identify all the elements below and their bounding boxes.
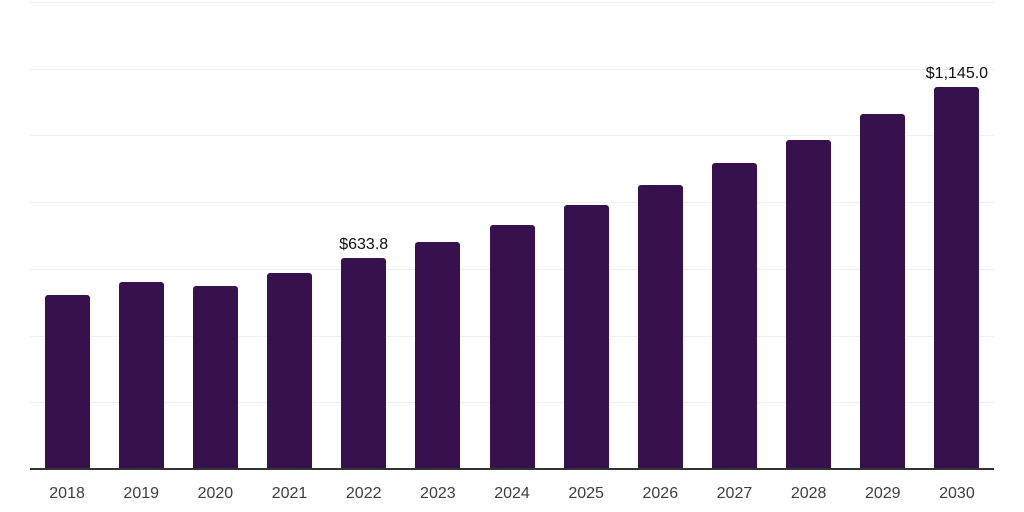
x-tick-2022: 2022	[345, 485, 382, 502]
gridline-1200	[30, 68, 994, 70]
x-tick-2023: 2023	[420, 485, 456, 502]
bar-2024[interactable]	[489, 224, 535, 469]
x-tick-2029: 2029	[864, 485, 901, 502]
x-tick-2020: 2020	[197, 485, 234, 502]
x-axis-line	[30, 468, 994, 470]
x-tick-2025: 2025	[568, 485, 604, 502]
gridline-1000	[30, 135, 994, 137]
bar-2025[interactable]	[563, 205, 609, 469]
x-tick-2026: 2026	[642, 485, 679, 502]
x-tick-2019: 2019	[123, 485, 160, 502]
bar-2022[interactable]	[341, 257, 387, 469]
gridline-800	[30, 202, 994, 204]
bar-2020[interactable]	[192, 286, 238, 469]
bar-2021[interactable]	[267, 272, 313, 469]
bar-2027[interactable]	[711, 163, 757, 469]
x-tick-2021: 2021	[271, 485, 308, 502]
bar-2026[interactable]	[637, 185, 683, 469]
value-label-2022: $633.8	[339, 235, 389, 253]
bar-2029[interactable]	[860, 114, 906, 469]
bar-2019[interactable]	[118, 281, 164, 469]
gridline-1400	[30, 2, 994, 3]
bar-2028[interactable]	[786, 140, 832, 469]
bar-2023[interactable]	[415, 241, 461, 469]
value-label-2030: $1,145.0	[925, 65, 989, 83]
x-tick-2028: 2028	[790, 485, 827, 502]
x-tick-2024: 2024	[494, 485, 530, 502]
bar-2030[interactable]	[934, 87, 980, 469]
x-tick-2030: 2030	[939, 485, 975, 502]
bar-2018[interactable]	[44, 294, 90, 469]
x-tick-2018: 2018	[49, 485, 85, 502]
x-tick-2027: 2027	[716, 485, 753, 502]
